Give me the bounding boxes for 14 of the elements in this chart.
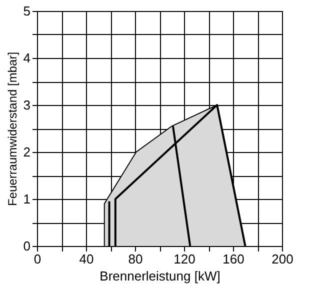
x-axis-title: Brennerleistung [kW] [100,268,220,284]
x-tick-label: 40 [79,252,94,266]
x-tick-label: 200 [272,252,294,266]
x-tick-label: 0 [34,252,42,266]
x-tick-label: 80 [128,252,143,266]
y-tick-label: 1 [23,192,30,206]
y-tick-label: 5 [23,4,30,18]
y-tick-label: 3 [23,98,30,112]
y-tick-label: 4 [23,50,30,66]
y-tick-label: 0 [23,238,30,254]
y-axis-title: Feuerraumwiderstand [mbar] [5,52,20,206]
x-tick-label: 160 [222,252,244,266]
y-tick-label: 2 [23,144,30,160]
x-tick-label: 120 [174,252,196,266]
